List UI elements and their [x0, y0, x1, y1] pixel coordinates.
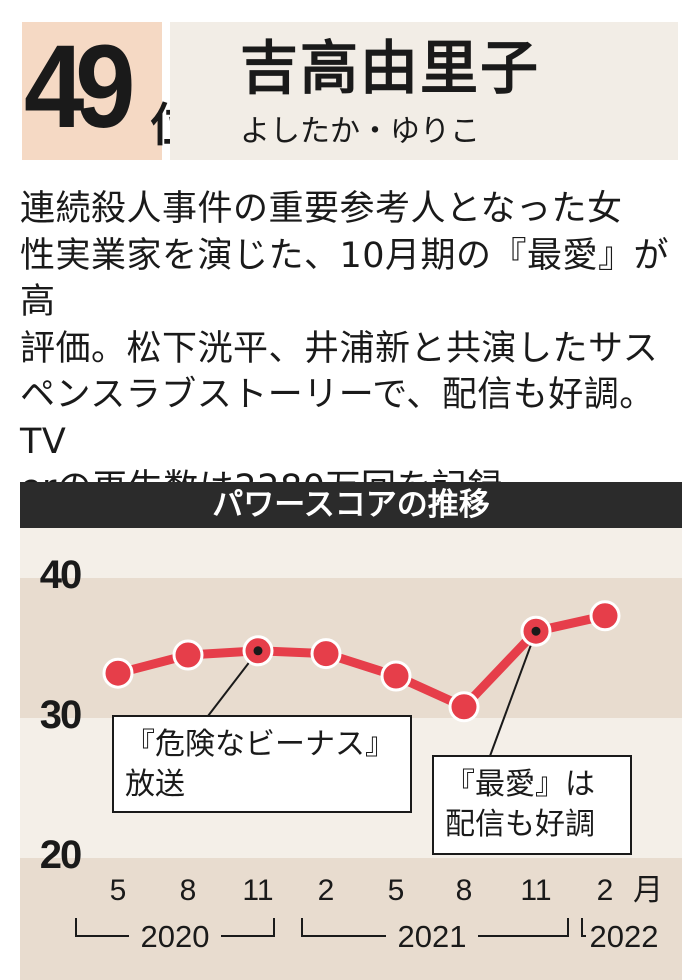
- annotation-text: 放送: [125, 767, 185, 802]
- rank-background: [22, 22, 162, 160]
- annotation-dot: [253, 646, 263, 656]
- x-tick-label: 5: [388, 874, 405, 907]
- chart-title: パワースコアの推移: [20, 482, 682, 528]
- annotation-leader: [489, 630, 537, 757]
- x-tick-label: 8: [180, 874, 197, 907]
- x-tick-label: 8: [456, 874, 473, 907]
- y-tick-label: 40: [40, 553, 81, 597]
- year-bracket: [301, 918, 386, 937]
- band-30-40: [20, 578, 682, 718]
- annotation-box: [432, 755, 632, 855]
- data-point: [310, 638, 342, 670]
- year-bracket: [478, 918, 569, 937]
- name-background: [170, 22, 678, 160]
- y-tick-label: 30: [40, 693, 81, 737]
- band-top: [20, 528, 682, 578]
- year-label: 2022: [590, 919, 659, 954]
- annotation-box: [112, 715, 412, 813]
- band-axis: [20, 858, 682, 980]
- year-label: 2021: [398, 919, 467, 954]
- x-unit-label: 月: [633, 873, 663, 908]
- x-tick-label: 2: [597, 874, 614, 907]
- year-bracket: [75, 918, 129, 937]
- y-tick-label: 20: [40, 833, 81, 877]
- x-tick-label: 2: [318, 874, 335, 907]
- annotation-text: 『危険なビーナス』: [125, 727, 395, 762]
- data-point: [102, 657, 134, 689]
- data-point: [380, 660, 412, 692]
- year-bracket: [581, 918, 586, 937]
- person-name: 吉高由里子: [240, 34, 541, 102]
- annotation-text: 配信も好調: [445, 807, 595, 842]
- rank-number: 49: [24, 21, 136, 153]
- data-point: [448, 691, 480, 723]
- person-reading: よしたか・ゆりこ: [240, 114, 480, 149]
- data-point: [589, 600, 621, 632]
- description-text: 連続殺人事件の重要参考人となった女 性実業家を演じた、10月期の『最愛』が高 評…: [20, 189, 670, 508]
- annotation-text: 『最愛』は: [445, 767, 595, 802]
- year-bracket: [221, 918, 275, 937]
- annotation-dot: [531, 626, 541, 636]
- x-tick-label: 11: [520, 874, 551, 907]
- year-label: 2020: [141, 919, 210, 954]
- x-tick-label: 11: [242, 874, 273, 907]
- x-tick-label: 5: [110, 874, 127, 907]
- data-point: [172, 639, 204, 671]
